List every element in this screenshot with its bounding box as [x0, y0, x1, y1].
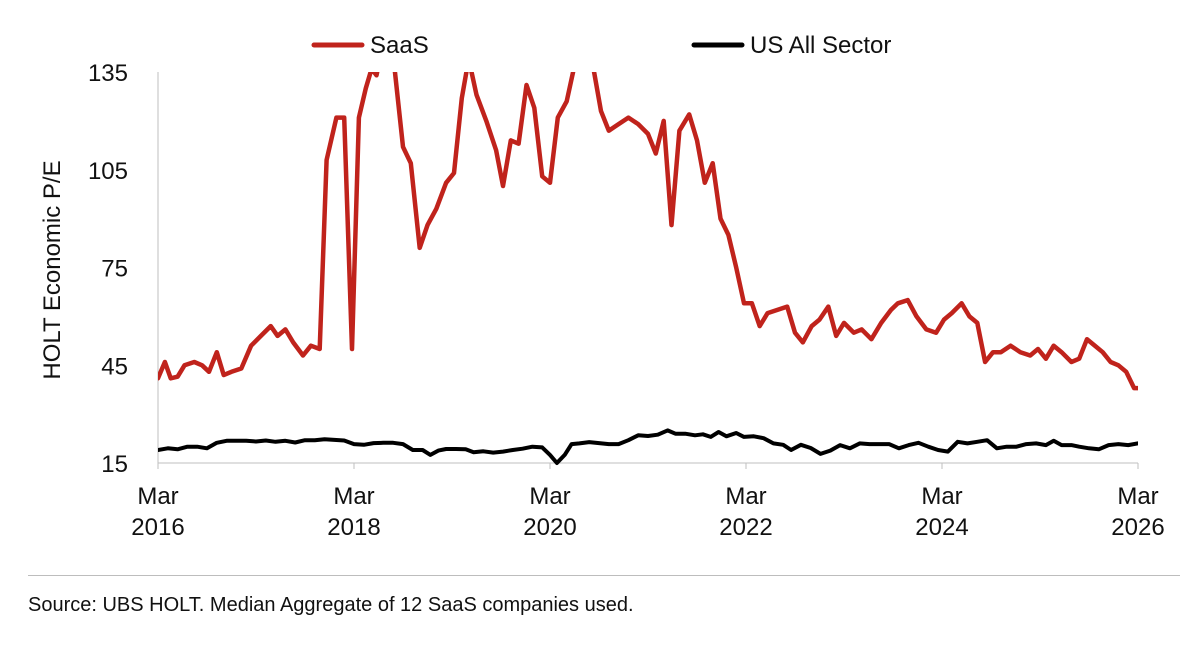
series-line-saas — [158, 72, 1138, 391]
legend-label-saas: SaaS — [370, 32, 429, 59]
footer-divider — [28, 575, 1180, 576]
x-tick-label-year: 2024 — [915, 514, 968, 541]
x-tick-label-year: 2016 — [131, 514, 184, 541]
source-note: Source: UBS HOLT. Median Aggregate of 12… — [28, 594, 634, 616]
y-axis-title: HOLT Economic P/E — [39, 160, 66, 379]
x-tick-label-month: Mar — [725, 483, 766, 510]
tick-labels: 15 45 75 105 135 Mar 2016 Mar 2018 Mar 2020 Mar 2022… — [88, 60, 1165, 541]
x-tick-label-month: Mar — [137, 483, 178, 510]
y-tick-label: 135 — [88, 60, 128, 87]
series-line-us-all-sector — [158, 428, 1138, 465]
x-tick-label-month: Mar — [1117, 483, 1158, 510]
y-tick-label: 105 — [88, 158, 128, 185]
x-tick-label-month: Mar — [529, 483, 570, 510]
x-tick-label-year: 2026 — [1111, 514, 1164, 541]
legend-label-us: US All Sector — [750, 32, 891, 59]
legend: SaaS US All Sector — [311, 32, 891, 59]
y-tick-label: 45 — [101, 353, 128, 380]
series-lines — [158, 72, 1138, 465]
y-tick-label: 15 — [101, 451, 128, 478]
x-tick-label-month: Mar — [921, 483, 962, 510]
y-tick-label: 75 — [101, 256, 128, 283]
x-tick-label-year: 2020 — [523, 514, 576, 541]
x-tick-label-year: 2022 — [719, 514, 772, 541]
x-tick-label-year: 2018 — [327, 514, 380, 541]
x-tick-label-month: Mar — [333, 483, 374, 510]
axes — [157, 72, 1138, 464]
